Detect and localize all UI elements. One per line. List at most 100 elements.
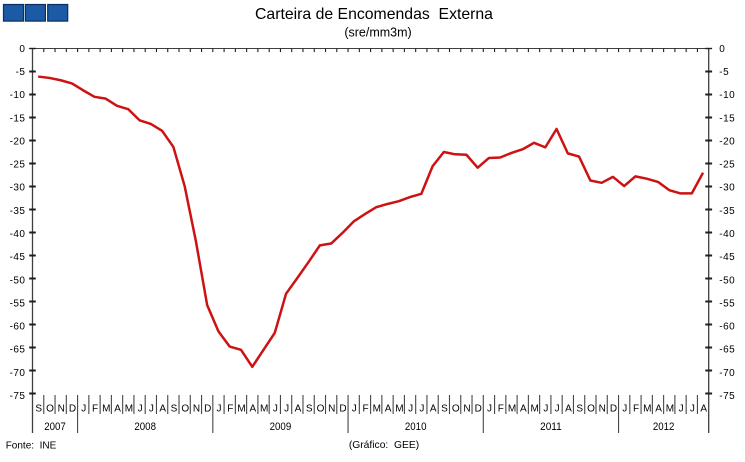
- svg-text:J: J: [679, 403, 684, 414]
- svg-text:M: M: [125, 403, 133, 414]
- svg-text:A: A: [114, 403, 121, 414]
- svg-text:-50: -50: [10, 275, 26, 286]
- svg-text:O: O: [46, 403, 54, 414]
- svg-text:J: J: [217, 403, 222, 414]
- svg-text:S: S: [576, 403, 583, 414]
- svg-text:-60: -60: [719, 322, 735, 333]
- svg-text:2012: 2012: [653, 421, 675, 433]
- svg-text:A: A: [430, 403, 437, 414]
- svg-text:J: J: [690, 403, 695, 414]
- svg-text:F: F: [227, 403, 233, 414]
- svg-text:N: N: [599, 403, 606, 414]
- svg-text:A: A: [655, 403, 662, 414]
- svg-text:-40: -40: [719, 229, 735, 240]
- svg-text:-15: -15: [719, 113, 735, 124]
- svg-text:A: A: [565, 403, 572, 414]
- svg-text:2010: 2010: [405, 421, 427, 433]
- svg-text:M: M: [508, 403, 516, 414]
- svg-text:J: J: [408, 403, 413, 414]
- svg-text:O: O: [587, 403, 595, 414]
- svg-text:2007: 2007: [44, 421, 66, 433]
- svg-text:D: D: [204, 403, 211, 414]
- svg-text:A: A: [295, 403, 302, 414]
- svg-text:-75: -75: [10, 391, 26, 402]
- svg-text:-35: -35: [719, 206, 735, 217]
- svg-text:M: M: [102, 403, 110, 414]
- svg-text:A: A: [385, 403, 392, 414]
- svg-text:O: O: [181, 403, 189, 414]
- svg-text:M: M: [666, 403, 674, 414]
- svg-text:D: D: [69, 403, 76, 414]
- svg-text:-25: -25: [10, 160, 26, 171]
- svg-text:S: S: [35, 403, 42, 414]
- svg-text:-20: -20: [10, 136, 26, 147]
- svg-text:-25: -25: [719, 160, 735, 171]
- svg-text:2008: 2008: [134, 421, 156, 433]
- svg-text:J: J: [138, 403, 143, 414]
- svg-text:-20: -20: [719, 136, 735, 147]
- svg-text:-70: -70: [10, 368, 26, 379]
- svg-text:(Gráfico: GEE): (Gráfico: GEE): [349, 440, 419, 451]
- svg-text:-75: -75: [719, 391, 735, 402]
- svg-text:M: M: [395, 403, 403, 414]
- svg-text:2009: 2009: [270, 421, 292, 433]
- svg-text:-10: -10: [10, 90, 26, 101]
- svg-text:F: F: [363, 403, 369, 414]
- svg-text:-35: -35: [10, 206, 26, 217]
- svg-text:-30: -30: [719, 183, 735, 194]
- svg-text:J: J: [555, 403, 560, 414]
- svg-text:(sre/mm3m): (sre/mm3m): [344, 26, 411, 40]
- svg-text:-60: -60: [10, 322, 26, 333]
- svg-text:J: J: [487, 403, 492, 414]
- svg-text:J: J: [352, 403, 357, 414]
- svg-text:N: N: [193, 403, 200, 414]
- svg-text:A: A: [520, 403, 527, 414]
- svg-text:J: J: [284, 403, 289, 414]
- svg-text:N: N: [328, 403, 335, 414]
- svg-text:-5: -5: [719, 67, 729, 78]
- svg-text:-40: -40: [10, 229, 26, 240]
- svg-text:J: J: [543, 403, 548, 414]
- svg-text:J: J: [81, 403, 86, 414]
- svg-text:A: A: [250, 403, 257, 414]
- svg-text:Carteira de Encomendas Extern: Carteira de Encomendas Externa: [255, 6, 493, 23]
- svg-text:-65: -65: [719, 345, 735, 356]
- svg-text:-55: -55: [719, 298, 735, 309]
- svg-text:F: F: [633, 403, 639, 414]
- svg-text:O: O: [452, 403, 460, 414]
- svg-text:J: J: [149, 403, 154, 414]
- svg-text:A: A: [700, 403, 707, 414]
- svg-text:S: S: [306, 403, 313, 414]
- svg-text:A: A: [159, 403, 166, 414]
- svg-text:Fonte: INE: Fonte: INE: [6, 440, 57, 451]
- svg-text:-15: -15: [10, 113, 26, 124]
- svg-text:D: D: [475, 403, 482, 414]
- svg-text:-70: -70: [719, 368, 735, 379]
- svg-text:D: D: [339, 403, 346, 414]
- svg-text:-45: -45: [10, 252, 26, 263]
- svg-text:-10: -10: [719, 90, 735, 101]
- svg-text:-5: -5: [16, 67, 26, 78]
- svg-text:2011: 2011: [540, 421, 562, 433]
- svg-text:-65: -65: [10, 345, 26, 356]
- svg-text:F: F: [92, 403, 98, 414]
- svg-text:N: N: [58, 403, 65, 414]
- svg-text:-55: -55: [10, 298, 26, 309]
- svg-text:-45: -45: [719, 252, 735, 263]
- svg-text:M: M: [530, 403, 538, 414]
- svg-text:S: S: [441, 403, 448, 414]
- svg-text:M: M: [237, 403, 245, 414]
- svg-text:N: N: [463, 403, 470, 414]
- svg-text:0: 0: [719, 44, 725, 55]
- svg-text:0: 0: [19, 44, 25, 55]
- svg-text:M: M: [643, 403, 651, 414]
- svg-text:F: F: [498, 403, 504, 414]
- svg-text:J: J: [622, 403, 627, 414]
- svg-text:J: J: [273, 403, 278, 414]
- svg-text:M: M: [373, 403, 381, 414]
- svg-text:D: D: [610, 403, 617, 414]
- svg-text:-50: -50: [719, 275, 735, 286]
- svg-text:O: O: [317, 403, 325, 414]
- svg-text:-30: -30: [10, 183, 26, 194]
- svg-text:M: M: [260, 403, 268, 414]
